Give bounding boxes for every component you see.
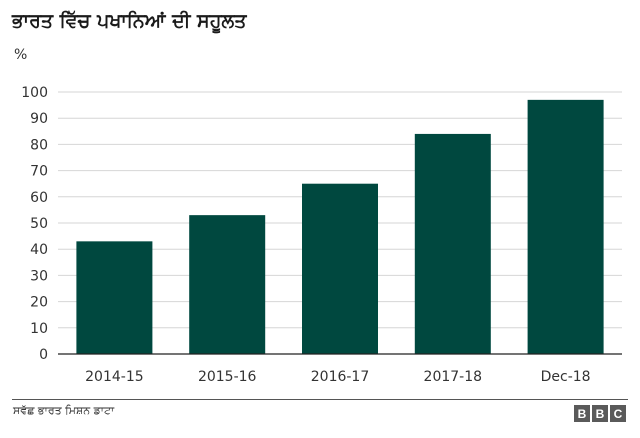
bar xyxy=(76,241,153,354)
chart-title: ਭਾਰਤ ਵਿੱਚ ਪਖਾਨਿਆਂ ਦੀ ਸਹੂਲਤ xyxy=(12,10,247,32)
y-tick-label: 80 xyxy=(30,137,48,153)
y-tick-label: 40 xyxy=(30,242,48,258)
y-tick-label: 70 xyxy=(30,164,48,180)
y-tick-label: 60 xyxy=(30,190,48,206)
footer-divider xyxy=(12,399,628,400)
bbc-logo-letter: B xyxy=(574,405,590,422)
bar xyxy=(414,133,491,354)
y-tick-label: 50 xyxy=(30,216,48,232)
x-tick-label: 2017-18 xyxy=(424,369,483,385)
y-tick-label: 0 xyxy=(39,347,48,363)
x-tick-label: 2014-15 xyxy=(85,369,144,385)
bar xyxy=(189,215,266,354)
bbc-logo: B B C xyxy=(574,405,626,422)
y-tick-label: 90 xyxy=(30,111,48,127)
x-tick-label: 2015-16 xyxy=(198,369,257,385)
bar xyxy=(527,99,604,354)
y-tick-label: 100 xyxy=(21,85,48,101)
x-tick-label: Dec-18 xyxy=(541,369,591,385)
y-tick-label: 10 xyxy=(30,321,48,337)
bbc-logo-letter: B xyxy=(592,405,608,422)
x-tick-label: 2016-17 xyxy=(311,369,370,385)
bbc-logo-letter: C xyxy=(610,405,626,422)
y-axis-unit-label: % xyxy=(14,47,28,63)
bar-chart: 0 10 20 30 40 50 60 70 80 90 100 2014-15 2015-16 2016… xyxy=(21,85,622,385)
source-note: ਸਵੱਛ ਭਾਰਤ ਮਿਸ਼ਨ ਡਾਟਾ xyxy=(13,404,115,417)
bar xyxy=(302,183,378,354)
y-tick-label: 30 xyxy=(30,268,48,284)
y-tick-label: 20 xyxy=(30,295,48,311)
